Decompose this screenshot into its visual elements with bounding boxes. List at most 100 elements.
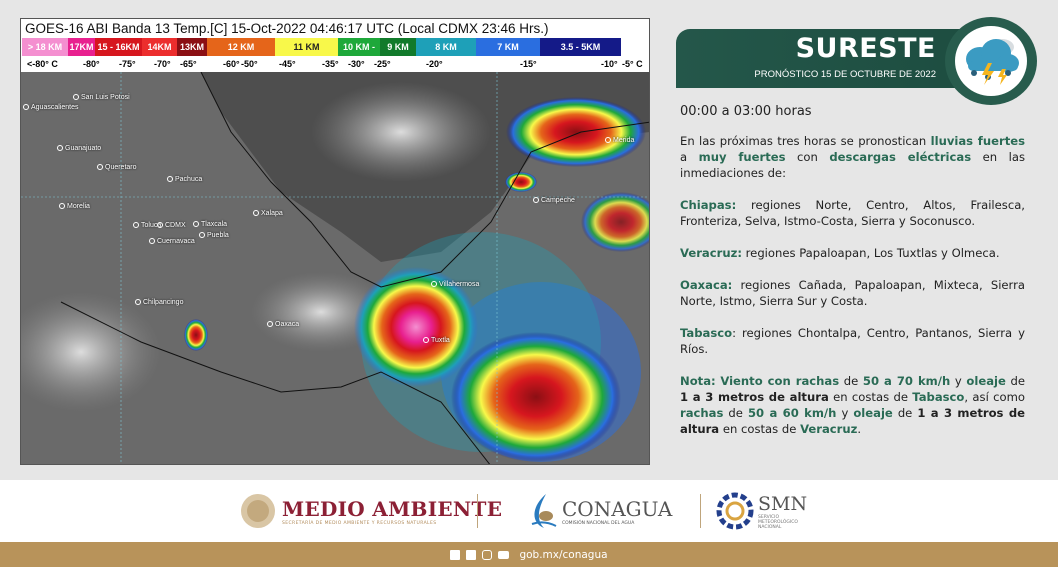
- smn-text: SMN: [758, 492, 808, 515]
- text-segment: de: [723, 406, 748, 420]
- medio-ambiente-logo: MEDIO AMBIENTE SECRETARÍA DE MEDIO AMBIE…: [240, 480, 502, 542]
- cloud-imagery: [21, 71, 649, 464]
- temperature-tick: -20°: [426, 59, 443, 69]
- scale-segment: 15 - 16KM: [95, 38, 142, 56]
- temperature-tick: -75°: [119, 59, 136, 69]
- text-segment: Veracruz:: [680, 246, 742, 260]
- region-title: SURESTE: [795, 33, 936, 64]
- text-segment: oleaje: [966, 374, 1006, 388]
- temperature-tick: -35°: [322, 59, 339, 69]
- satellite-title: GOES-16 ABI Banda 13 Temp.[C] 15-Oct-202…: [21, 19, 649, 38]
- text-segment: muy fuertes: [698, 150, 786, 164]
- forecast-date: PRONÓSTICO 15 DE OCTUBRE DE 2022: [754, 69, 936, 80]
- forecast-note: Nota: Viento con rachas de 50 a 70 km/h …: [680, 373, 1025, 437]
- text-segment: , así como: [964, 390, 1025, 404]
- temperature-tick: -45°: [279, 59, 296, 69]
- scale-segment: 11 KM: [275, 38, 338, 56]
- text-segment: 1 a 3 metros de altura: [680, 390, 829, 404]
- divider: [477, 494, 478, 528]
- scale-segment: 8 KM: [416, 38, 476, 56]
- city-label: CDMX: [157, 222, 186, 229]
- mexico-seal-icon: [241, 494, 275, 528]
- city-label: Xalapa: [253, 210, 283, 217]
- text-segment: en costas de: [719, 422, 801, 436]
- text-segment: : regiones Chontalpa, Centro, Pantanos, …: [680, 326, 1025, 356]
- text-segment: a: [680, 150, 699, 164]
- color-scale: > 18 KM 17KM 15 - 16KM 14KM 13KM 12 KM 11 KM 10…: [22, 38, 648, 56]
- conagua-text: CONAGUA: [562, 496, 673, 521]
- text-segment: de: [892, 406, 918, 420]
- text-segment: 50 a 60 km/h: [747, 406, 837, 420]
- forecast-intro: En las próximas tres horas se pronostica…: [680, 133, 1025, 181]
- text-segment: Oaxaca:: [680, 278, 733, 292]
- text-segment: regiones Papaloapan, Los Tuxtlas y Olmec…: [741, 246, 1000, 260]
- city-label: Merida: [605, 137, 634, 144]
- website-link[interactable]: gob.mx/conagua: [519, 548, 608, 561]
- text-segment: y: [950, 374, 967, 388]
- text-segment: lluvias fuertes: [930, 134, 1025, 148]
- temperature-tick: -70°: [154, 59, 171, 69]
- temperature-tick: -50°: [241, 59, 258, 69]
- city-label: Tlaxcala: [193, 221, 227, 228]
- scale-segment: 13KM: [177, 38, 207, 56]
- twitter-icon[interactable]: [466, 549, 477, 560]
- instagram-icon[interactable]: [482, 549, 493, 560]
- state-forecast: Oaxaca: regiones Cañada, Papaloapan, Mix…: [680, 277, 1025, 309]
- text-segment: Tabasco: [680, 326, 733, 340]
- scale-segment: 7 KM: [476, 38, 540, 56]
- city-label: San Luis Potosi: [73, 94, 130, 101]
- divider: [700, 494, 701, 528]
- text-segment: de: [1005, 374, 1025, 388]
- text-segment: 1 a 3 metros de altura: [680, 406, 1025, 436]
- text-segment: regiones Cañada, Papaloapan, Mixteca, Si…: [680, 278, 1025, 308]
- temperature-tick: -30°: [348, 59, 365, 69]
- text-segment: oleaje: [853, 406, 893, 420]
- text-segment: Tabasco: [912, 390, 965, 404]
- satellite-image: GOES-16 ABI Banda 13 Temp.[C] 15-Oct-202…: [20, 18, 650, 465]
- scale-segment: 9 KM: [380, 38, 416, 56]
- text-segment: En las próximas tres horas se pronostica…: [680, 134, 931, 148]
- footer-logos: MEDIO AMBIENTE SECRETARÍA DE MEDIO AMBIE…: [0, 480, 1058, 542]
- temperature-tick: -80°: [83, 59, 100, 69]
- city-label: Guanajuato: [57, 145, 101, 152]
- temperature-tick: -60°: [223, 59, 240, 69]
- text-segment: .: [857, 422, 862, 436]
- city-label: Aguascalientes: [23, 104, 78, 111]
- satellite-map: Aguascalientes San Luis Potosi Guanajuat…: [21, 71, 649, 464]
- text-segment: Viento con rachas: [720, 374, 840, 388]
- conagua-logo: CONAGUA COMISIÓN NACIONAL DEL AGUA: [528, 480, 672, 542]
- temperature-tick: <-80° C: [27, 59, 58, 69]
- city-label: Oaxaca: [267, 321, 299, 328]
- scale-segment: 10 KM -: [338, 38, 380, 56]
- temperature-tick: -25°: [374, 59, 391, 69]
- city-label: Morelia: [59, 203, 90, 210]
- text-segment: Nota:: [680, 374, 716, 388]
- scale-segment: 12 KM: [207, 38, 275, 56]
- text-segment: 50 a 70 km/h: [862, 374, 951, 388]
- text-segment: de: [839, 374, 863, 388]
- scale-segment: 3.5 - 5KM: [540, 38, 621, 56]
- text-segment: en las inmediaciones de:: [680, 150, 1025, 180]
- medio-ambiente-text: MEDIO AMBIENTE: [282, 496, 503, 521]
- temperature-tick: -5° C: [622, 59, 643, 69]
- facebook-icon[interactable]: [450, 549, 461, 560]
- conagua-wave-icon: [531, 494, 557, 528]
- forecast-panel: 00:00 a 03:00 horas En las próximas tres…: [680, 104, 1025, 453]
- smn-spiral-icon: [716, 492, 754, 530]
- storm-cloud-icon: [966, 39, 1019, 85]
- temperature-tick: -10°: [601, 59, 618, 69]
- text-segment: con: [785, 150, 830, 164]
- city-label: Cuernavaca: [149, 238, 195, 245]
- text-segment: Veracruz: [800, 422, 858, 436]
- text-segment: en costas de: [828, 390, 913, 404]
- scale-segment: 17KM: [68, 38, 95, 56]
- temperature-tick: -65°: [180, 59, 197, 69]
- text-segment: y: [836, 406, 854, 420]
- city-label: Villahermosa: [431, 281, 479, 288]
- city-label: Tuxtla: [423, 337, 450, 344]
- state-forecast: Veracruz: regiones Papaloapan, Los Tuxtl…: [680, 245, 1025, 261]
- weather-badge: [945, 17, 1037, 105]
- youtube-icon[interactable]: [498, 550, 510, 559]
- state-forecast: Tabasco: regiones Chontalpa, Centro, Pan…: [680, 325, 1025, 357]
- scale-segment: > 18 KM: [22, 38, 68, 56]
